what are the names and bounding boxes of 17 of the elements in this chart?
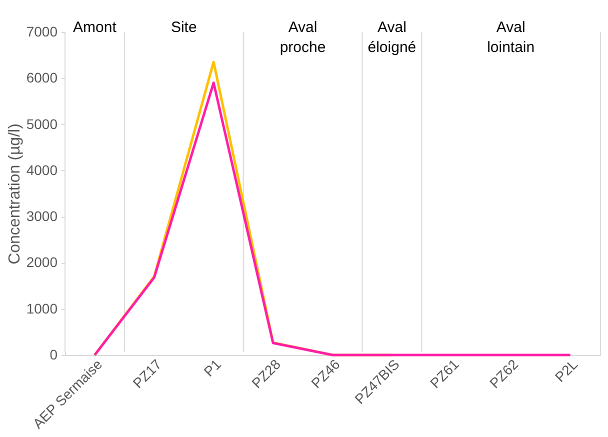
y-tick-label: 5000 (26, 116, 58, 132)
y-axis-title: Concentration (µg/l) (6, 124, 24, 264)
y-tick-label: 2000 (26, 254, 58, 270)
band-label: Aval lointain (487, 19, 535, 56)
y-tick-label: 4000 (26, 162, 58, 178)
band-label: Amont (73, 19, 118, 36)
y-tick-label: 3000 (26, 208, 58, 224)
band-label: Aval proche (280, 19, 326, 56)
y-tick-label: 1000 (26, 300, 58, 316)
y-tick-label: 6000 (26, 70, 58, 86)
y-tick-label: 0 (50, 346, 58, 362)
band-label: Aval éloigné (368, 19, 416, 56)
line-series (93, 82, 572, 356)
band-label: Site (170, 19, 197, 36)
x-tick-label: P2L (552, 356, 581, 386)
x-tick-label: P1 (200, 356, 224, 380)
y-tick-label: 7000 (26, 24, 58, 40)
